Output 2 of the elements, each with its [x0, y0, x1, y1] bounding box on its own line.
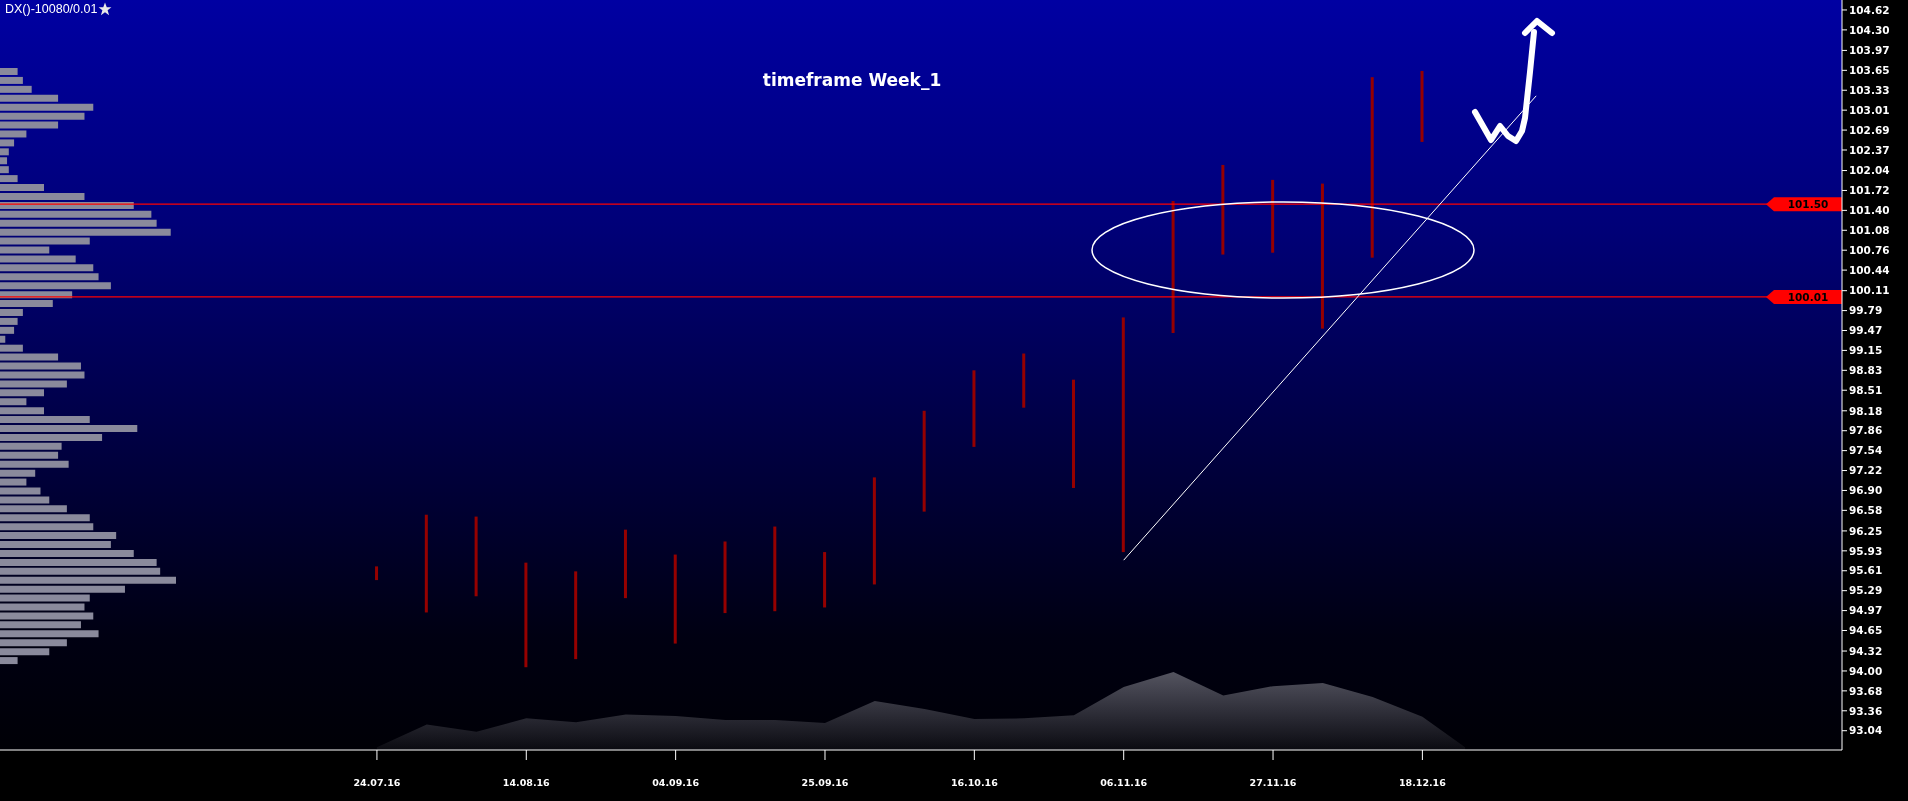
bar [0, 157, 8, 165]
bar [0, 335, 6, 343]
